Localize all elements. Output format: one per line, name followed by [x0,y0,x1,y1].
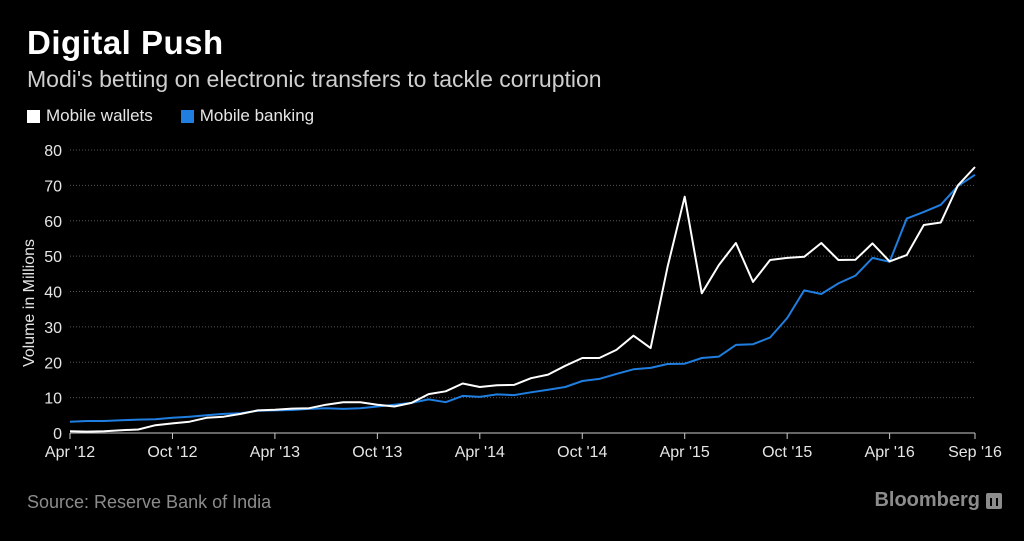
series-line-mobile-banking [69,173,976,423]
legend-item-mobile-banking: Mobile banking [180,106,315,126]
x-tick-label: Oct '13 [352,444,402,461]
x-tick-label: Oct '14 [557,444,607,461]
chart-title: Digital Push [27,24,224,61]
y-tick-label: 20 [44,355,62,372]
y-tick-label: 10 [44,391,62,408]
legend-label-mobile-wallets: Mobile wallets [46,106,153,125]
y-tick-label: 50 [44,249,62,266]
axis-layer: 0 10 20 30 40 50 60 70 80 Apr '12 Oct '12 Apr '13 Oc… [44,143,1002,461]
y-axis-label: Volume in Millions [21,239,38,367]
brand-name: Bloomberg [874,489,980,511]
y-tick-label: 70 [44,178,62,195]
y-tick-label: 0 [53,426,62,443]
x-tick-label: Oct '12 [147,444,197,461]
source-note: Source: Reserve Bank of India [27,492,272,512]
x-tick-label: Apr '12 [45,444,95,461]
x-tick-label: Apr '14 [455,444,505,461]
x-tick-label: Apr '16 [865,444,915,461]
legend-swatch-mobile-banking [180,109,194,123]
brand-logo: Bloomberg [874,489,1002,512]
series-line-mobile-wallets [69,166,976,433]
legend-item-mobile-wallets: Mobile wallets [27,106,153,126]
grid-layer [70,149,975,399]
x-tick-label: Sep '16 [948,444,1002,461]
y-tick-label: 80 [44,143,62,160]
y-tick-label: 30 [44,320,62,337]
chart-subtitle: Modi's betting on electronic transfers t… [27,66,602,92]
y-tick-label: 60 [44,214,62,231]
x-tick-label: Apr '13 [250,444,300,461]
x-tick-label: Apr '15 [660,444,710,461]
x-tick-label: Oct '15 [762,444,812,461]
legend-swatch-mobile-wallets [27,109,40,123]
bloomberg-chart-icon [986,492,1002,509]
legend-label-mobile-banking: Mobile banking [199,106,315,125]
y-tick-label: 40 [44,285,62,302]
legend: Mobile wallets Mobile banking [27,106,342,126]
series-layer [69,166,976,433]
